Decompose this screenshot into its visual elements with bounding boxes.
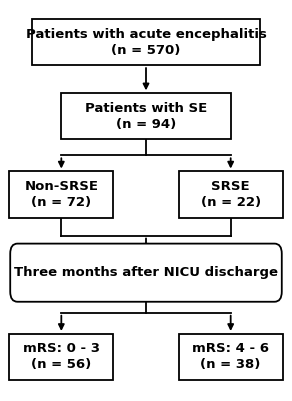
FancyBboxPatch shape (9, 172, 113, 217)
FancyBboxPatch shape (32, 19, 260, 65)
FancyBboxPatch shape (179, 172, 282, 217)
Text: mRS: 0 - 3
(n = 56): mRS: 0 - 3 (n = 56) (23, 342, 100, 371)
Text: Non-SRSE
(n = 72): Non-SRSE (n = 72) (24, 180, 98, 209)
FancyBboxPatch shape (9, 334, 113, 380)
FancyBboxPatch shape (61, 93, 231, 140)
Text: SRSE
(n = 22): SRSE (n = 22) (201, 180, 261, 209)
FancyBboxPatch shape (10, 243, 282, 302)
Text: Patients with acute encephalitis
(n = 570): Patients with acute encephalitis (n = 57… (26, 28, 266, 57)
Text: Three months after NICU discharge: Three months after NICU discharge (14, 266, 278, 279)
Text: mRS: 4 - 6
(n = 38): mRS: 4 - 6 (n = 38) (192, 342, 269, 371)
Text: Patients with SE
(n = 94): Patients with SE (n = 94) (85, 102, 207, 131)
FancyBboxPatch shape (179, 334, 282, 380)
